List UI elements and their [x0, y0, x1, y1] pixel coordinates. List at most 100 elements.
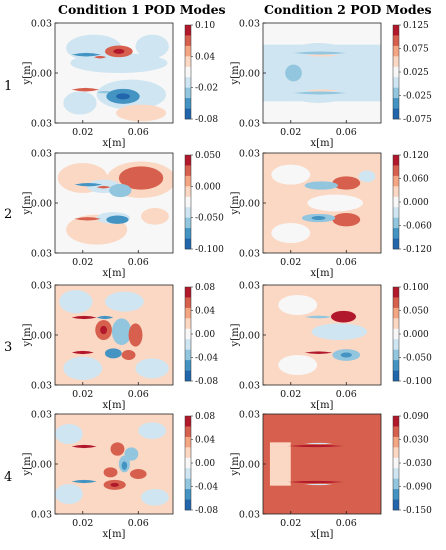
colorbar-segment — [185, 370, 191, 382]
contour-region — [138, 422, 167, 439]
left-column-title: Condition 1 POD Modes — [58, 2, 226, 17]
shear-layer-streak — [287, 444, 344, 448]
y-axis-label: y[m] — [22, 452, 33, 476]
y-tick-label: 0.03 — [31, 249, 52, 260]
y-tick-label: 0.03 — [31, 119, 52, 130]
colorbar-tick-label: -0.08 — [195, 377, 218, 387]
shear-layer-streak — [96, 185, 111, 189]
contour-region — [110, 482, 119, 487]
x-tick-label: 0.06 — [336, 518, 357, 529]
x-tick-label: 0.02 — [280, 127, 301, 138]
x-axis-label: x[m] — [103, 138, 126, 149]
colorbar-tick-label: 0.025 — [403, 68, 429, 78]
colorbar-segment — [185, 328, 191, 340]
contour-region — [106, 215, 129, 224]
colorbar-tick-label: -0.090 — [403, 483, 432, 493]
colorbar-segment — [185, 98, 191, 109]
x-axis-label: x[m] — [311, 268, 334, 279]
colorbar-segment — [185, 499, 191, 511]
colorbar-tick-label: 0.000 — [403, 198, 429, 208]
shear-layer-streak — [71, 350, 94, 355]
panel-c2-mode1-field — [263, 23, 381, 123]
contour-region — [104, 291, 144, 312]
y-tick-label: 0.00 — [31, 331, 52, 342]
colorbar-tick-label: 0.120 — [403, 151, 429, 161]
contour-region — [331, 310, 357, 323]
x-tick-label: 0.06 — [128, 257, 149, 268]
colorbar-tick-label: 0.000 — [195, 182, 221, 192]
colorbar-tick-label: -0.025 — [403, 92, 432, 102]
colorbar-segment — [393, 499, 399, 511]
colorbar-segment — [185, 77, 191, 88]
shear-layer-streak — [74, 217, 101, 221]
colorbar-segment — [185, 447, 191, 459]
colorbar-tick-label: -0.100 — [403, 377, 432, 387]
colorbar-segment — [393, 328, 399, 340]
shear-layer-streak — [304, 315, 333, 319]
colorbar-segment — [185, 25, 191, 36]
colorbar-tick-label: 0.00 — [195, 330, 215, 340]
y-axis-label: y[m] — [230, 323, 241, 347]
contour-region — [135, 358, 169, 379]
colorbar-frame — [184, 24, 192, 120]
colorbar-segment — [185, 207, 191, 218]
colorbar-segment — [393, 478, 399, 490]
y-axis-label: y[m] — [22, 191, 33, 215]
x-axis-label: x[m] — [103, 268, 126, 279]
y-tick-label: 0.03 — [31, 19, 52, 30]
colorbar-frame — [184, 154, 192, 250]
shear-layer-streak — [304, 483, 333, 486]
colorbar-segment — [393, 66, 399, 78]
colorbar-tick-label: 0.030 — [403, 436, 429, 446]
panel-c2-mode3-colorbar: 0.100 0.050 0.000 -0.050 -0.100 — [392, 283, 432, 387]
colorbar-segment — [393, 98, 399, 109]
colorbar-tick-label: 0.090 — [403, 412, 429, 422]
contour-region — [141, 208, 169, 225]
shear-layer-streak — [293, 51, 347, 55]
colorbar-segment — [185, 426, 191, 438]
y-axis-label: y[m] — [230, 191, 241, 215]
x-axis-label: x[m] — [103, 529, 126, 540]
colorbar-tick-label: 0.08 — [195, 283, 215, 293]
y-tick-label: 0.00 — [239, 331, 260, 342]
colorbar-tick-label: 0.04 — [195, 307, 215, 317]
x-tick-label: 0.06 — [336, 257, 357, 268]
y-tick-label: 0.00 — [239, 460, 260, 471]
panel-c2-mode2: 0.030.000.030.02 0.06x[m]y[m]0.1200.0600.… — [230, 149, 432, 280]
y-axis-label: y[m] — [230, 452, 241, 476]
contour-region — [307, 194, 363, 212]
colorbar-segment — [185, 349, 191, 361]
contour-region — [110, 442, 125, 456]
colorbar-segment — [185, 228, 191, 239]
panel-c2-mode4-colorbar: 0.090 0.030 -0.030 -0.090 -0.150 — [392, 412, 432, 516]
colorbar-tick-label: -0.075 — [403, 115, 432, 125]
x-tick-label: 0.02 — [72, 518, 93, 529]
shear-layer-streak — [304, 89, 340, 92]
colorbar-segment — [185, 297, 191, 309]
colorbar-segment — [185, 307, 191, 319]
panel-c1-mode3: 0.03 0.00 0.03 0.02 0.06x[m] y[m] 0.08 0.04 0.00… — [22, 281, 218, 412]
panel-c1-mode3-field — [55, 285, 173, 385]
contour-region — [311, 454, 381, 474]
contour-region — [135, 34, 169, 58]
row-label-3: 3 — [4, 340, 13, 355]
contour-region — [128, 323, 143, 347]
colorbar-segment — [393, 56, 399, 68]
contour-region — [340, 352, 352, 358]
panel-c2-mode2-field — [263, 153, 381, 253]
colorbar-tick-label: 0.125 — [403, 21, 429, 31]
colorbar-segment — [185, 416, 191, 427]
colorbar-segment — [185, 87, 191, 99]
colorbar-segment — [185, 45, 191, 57]
contour-region — [109, 183, 132, 198]
colorbar-segment — [393, 196, 399, 208]
contour-region — [100, 325, 108, 335]
panel-c1-mode1: 0.03 0.00 0.03 0.02 0.06x[m] y[m] 0.10 0.04 -0.0… — [22, 19, 218, 150]
colorbar-tick-label: 0.050 — [403, 307, 429, 317]
colorbar-segment — [185, 186, 191, 198]
contour-region — [63, 356, 103, 381]
x-axis-label: x[m] — [311, 400, 334, 411]
colorbar-segment — [393, 35, 399, 47]
contour-region — [332, 176, 361, 190]
